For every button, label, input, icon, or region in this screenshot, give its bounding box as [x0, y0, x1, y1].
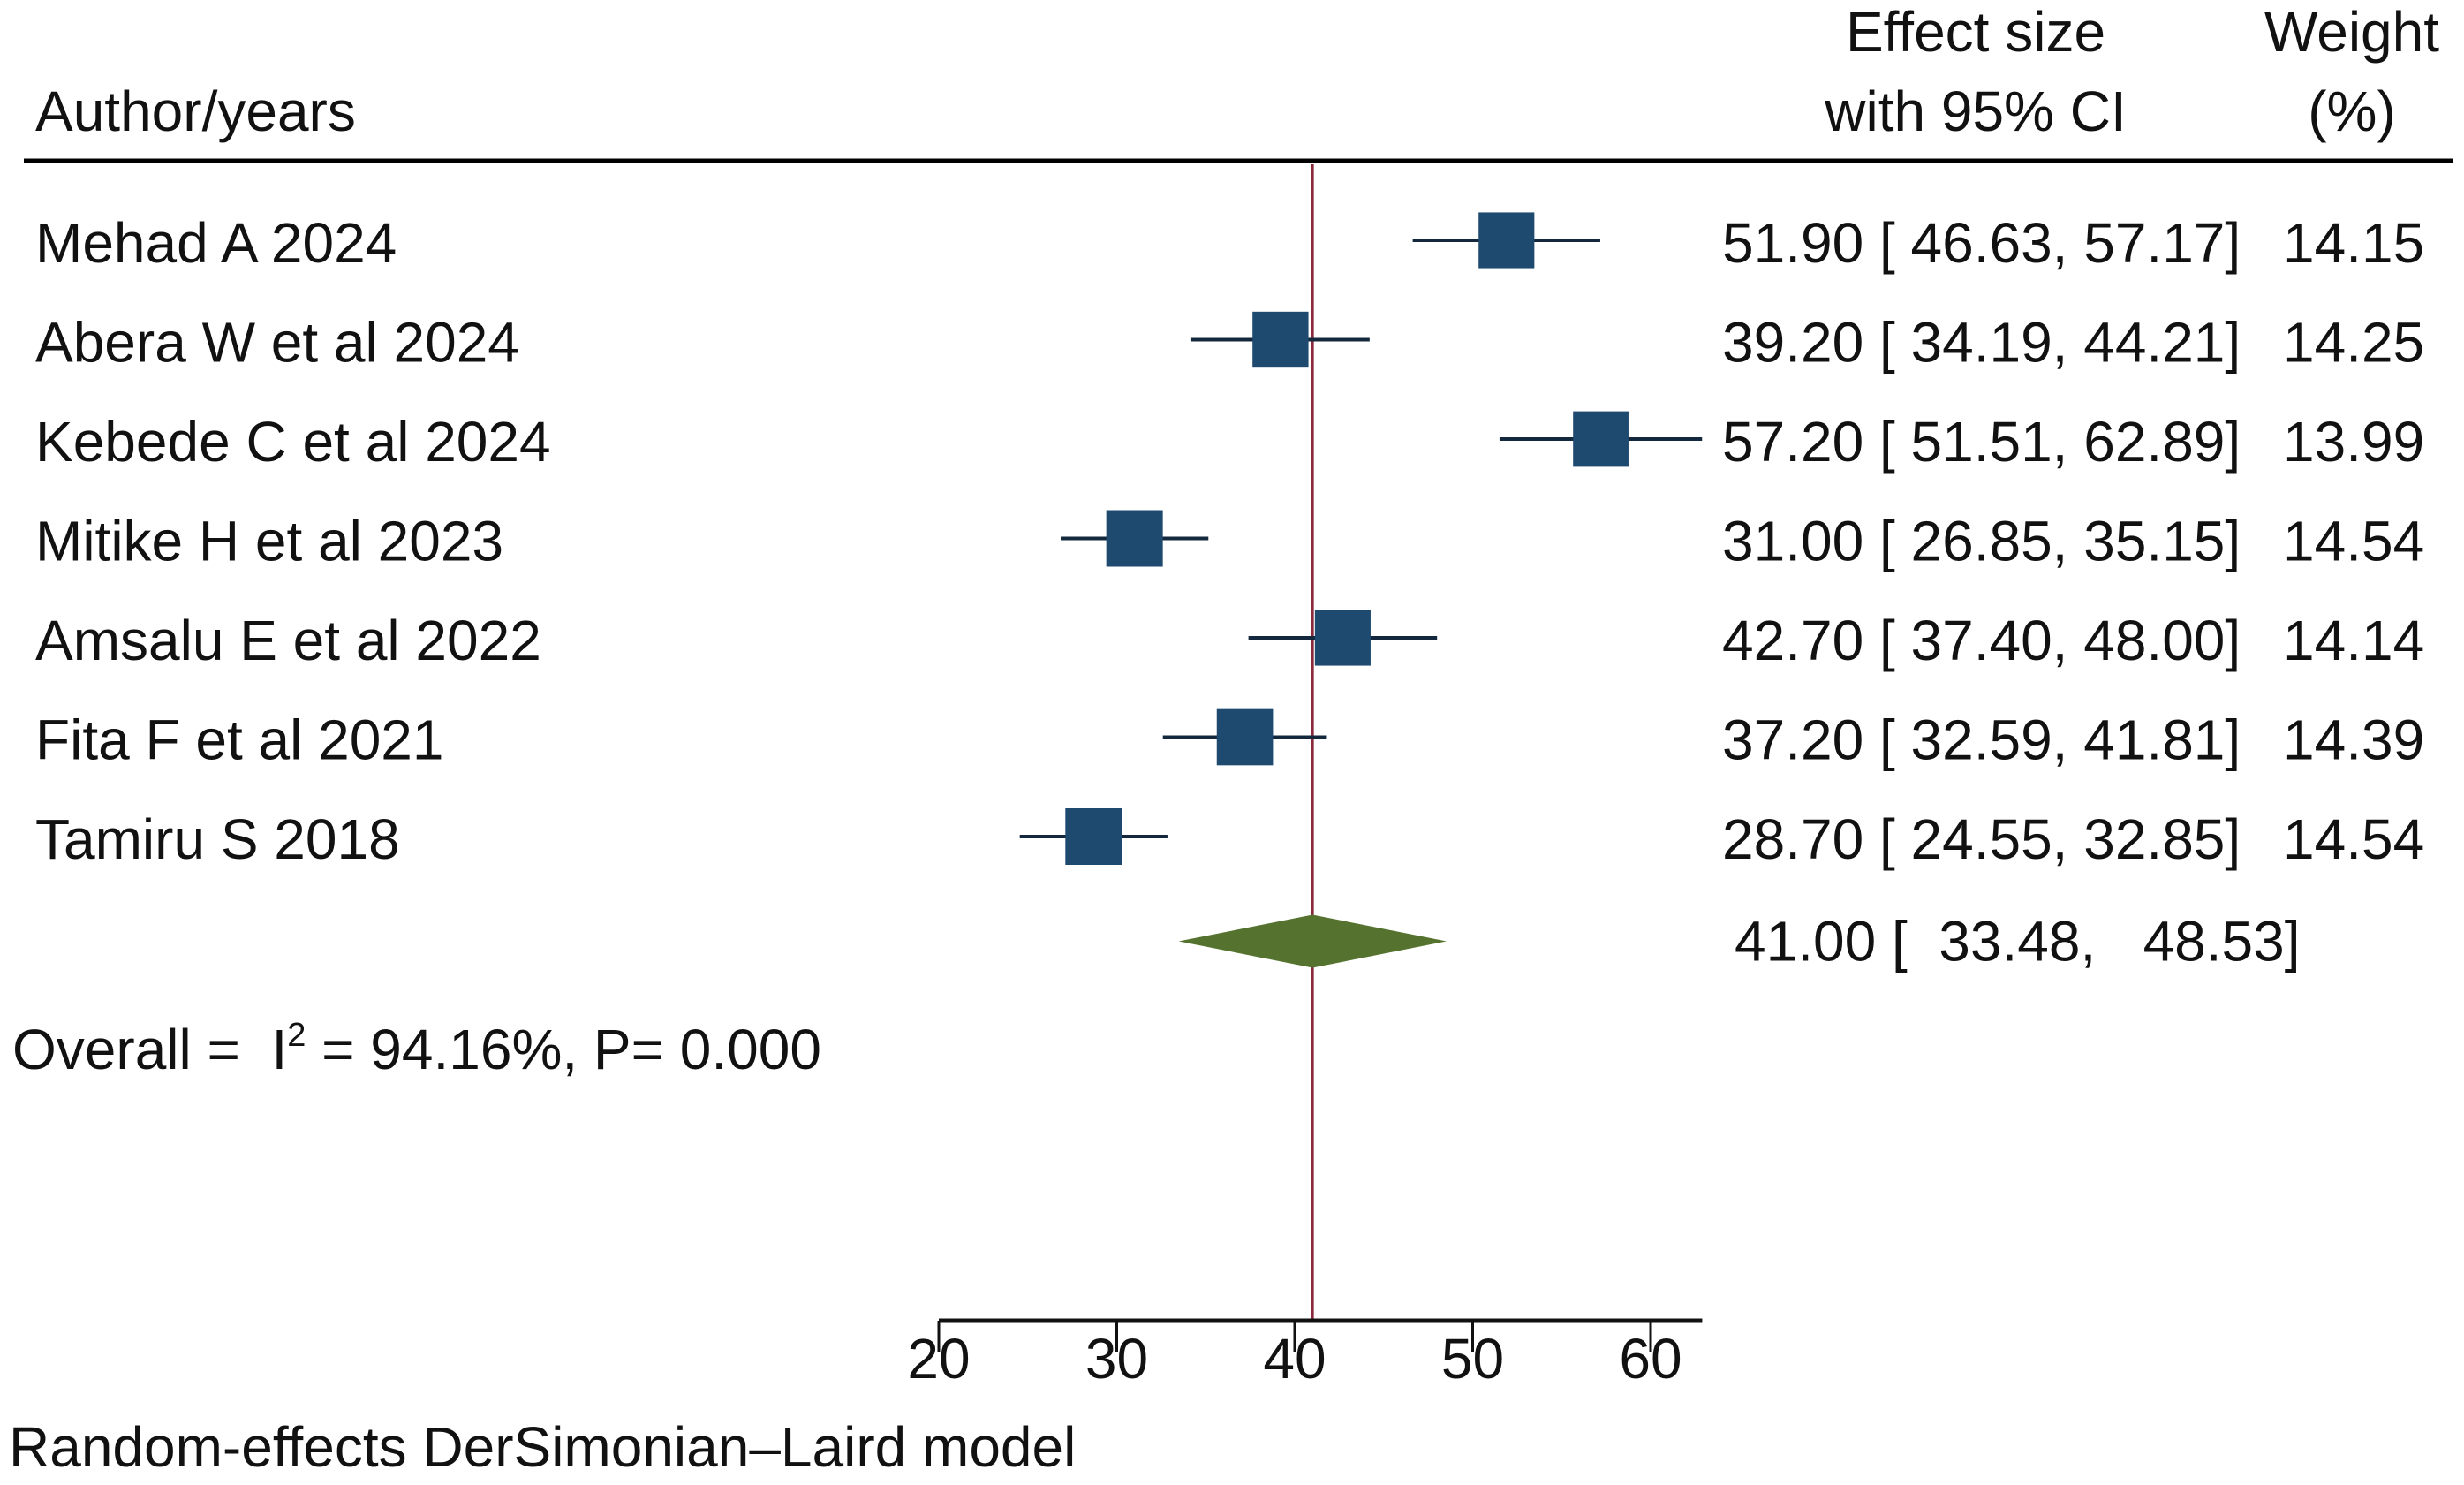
- header-effect-line2: with 95% CI: [1824, 80, 2126, 143]
- weight-text: 14.14: [2283, 609, 2424, 672]
- overall-label-suffix: = 94.16%, P= 0.000: [306, 1018, 821, 1081]
- effect-marker: [1065, 808, 1122, 865]
- header: Author/years Effect size with 95% CI Wei…: [24, 0, 2453, 163]
- study-rows: Mehad A 2024 51.90 [ 46.63, 57.17] 14.15 Ab…: [35, 211, 2424, 871]
- header-effect-line1: Effect size: [1846, 0, 2105, 64]
- effect-ci-text: 57.20 [ 51.51, 62.89]: [1722, 410, 2241, 474]
- study-label: Amsalu E et al 2022: [35, 609, 541, 672]
- study-label: Fita F et al 2021: [35, 708, 443, 772]
- study-label: Kebede C et al 2024: [35, 410, 551, 474]
- study-label: Abera W et al 2024: [35, 311, 519, 375]
- effect-ci-text: 37.20 [ 32.59, 41.81]: [1722, 708, 2241, 772]
- study-row: Amsalu E et al 2022 42.70 [ 37.40, 48.00]…: [35, 609, 2424, 672]
- weight-text: 13.99: [2283, 410, 2424, 474]
- effect-ci-text: 31.00 [ 26.85, 35.15]: [1722, 510, 2241, 573]
- effect-marker: [1573, 411, 1629, 467]
- effect-marker: [1252, 311, 1309, 368]
- effect-ci-text: 51.90 [ 46.63, 57.17]: [1722, 211, 2241, 275]
- overall-row: 41.00 [ 33.48, 48.53] Overall = I2 = 94.…: [12, 910, 2301, 1082]
- study-label: Mitike H et al 2023: [35, 510, 503, 573]
- study-label: Mehad A 2024: [35, 211, 397, 275]
- effect-marker: [1106, 510, 1163, 567]
- study-label: Tamiru S 2018: [35, 807, 400, 871]
- effect-marker: [1478, 212, 1535, 269]
- overall-label-prefix: Overall = I: [12, 1018, 287, 1081]
- model-footnote: Random-effects DerSimonian–Laird model: [9, 1415, 1076, 1479]
- study-row: Tamiru S 2018 28.70 [ 24.55, 32.85] 14.54: [35, 807, 2424, 871]
- x-tick-label: 40: [1263, 1327, 1326, 1390]
- x-axis: 20 30 40 50 60: [907, 1318, 1703, 1390]
- effect-ci-text: 39.20 [ 34.19, 44.21]: [1722, 311, 2241, 375]
- study-row: Mehad A 2024 51.90 [ 46.63, 57.17] 14.15: [35, 211, 2424, 275]
- weight-text: 14.54: [2283, 807, 2424, 871]
- header-weight-line1: Weight: [2264, 0, 2439, 64]
- weight-text: 14.39: [2283, 708, 2424, 772]
- weight-text: 14.15: [2283, 211, 2424, 275]
- study-row: Abera W et al 2024 39.20 [ 34.19, 44.21] 1…: [35, 311, 2424, 375]
- weight-text: 14.25: [2283, 311, 2424, 375]
- x-tick-label: 60: [1619, 1327, 1682, 1390]
- effect-ci-text: 28.70 [ 24.55, 32.85]: [1722, 807, 2241, 871]
- study-row: Kebede C et al 2024 57.20 [ 51.51, 62.89]…: [35, 410, 2424, 474]
- study-row: Fita F et al 2021 37.20 [ 32.59, 41.81] 14…: [35, 708, 2424, 772]
- i-squared-superscript: 2: [287, 1017, 306, 1054]
- overall-diamond: [1178, 914, 1447, 968]
- header-weight-line2: (%): [2308, 80, 2396, 143]
- x-tick-label: 50: [1441, 1327, 1504, 1390]
- overall-stats: Overall = I2 = 94.16%, P= 0.000: [12, 1017, 821, 1081]
- study-row: Mitike H et al 2023 31.00 [ 26.85, 35.15]…: [35, 510, 2424, 573]
- weight-text: 14.54: [2283, 510, 2424, 573]
- effect-ci-text: 42.70 [ 37.40, 48.00]: [1722, 609, 2241, 672]
- effect-marker: [1314, 610, 1371, 666]
- header-study: Author/years: [35, 80, 356, 143]
- effect-marker: [1216, 708, 1274, 766]
- x-tick-label: 20: [907, 1327, 970, 1390]
- overall-ci-text: 41.00 [ 33.48, 48.53]: [1735, 910, 2301, 974]
- x-tick-label: 30: [1085, 1327, 1148, 1390]
